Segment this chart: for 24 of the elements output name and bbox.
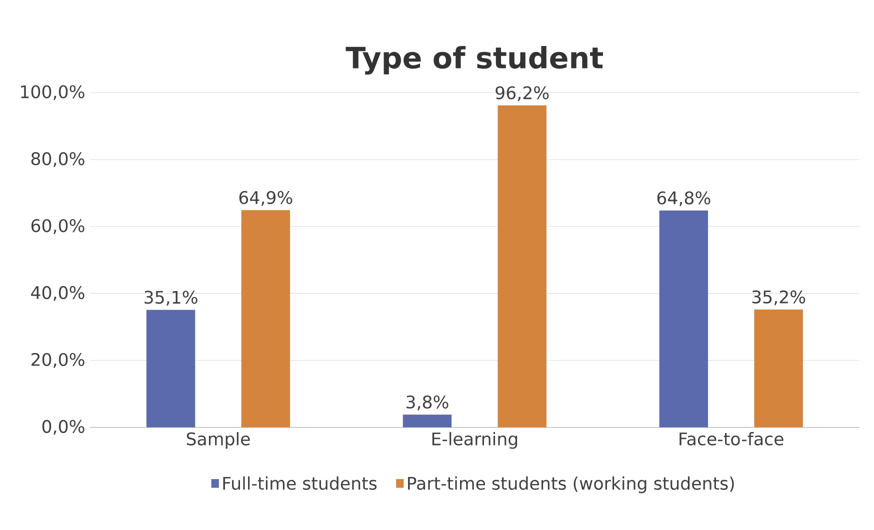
bar bbox=[498, 105, 546, 428]
data-label: 35,1% bbox=[144, 290, 198, 306]
y-tick-label: 0,0% bbox=[42, 420, 84, 435]
x-tick-label: Face-to-face bbox=[680, 432, 784, 446]
y-tick-label: 100,0% bbox=[21, 85, 84, 100]
y-tick-label: 20,0% bbox=[32, 352, 84, 368]
y-tick-label: 80,0% bbox=[31, 152, 84, 168]
y-tick-label: 60,0% bbox=[31, 219, 84, 234]
data-label: 96,2% bbox=[496, 86, 549, 102]
y-tick-label: 40,0% bbox=[31, 286, 84, 301]
data-label: 64,8% bbox=[657, 191, 710, 206]
legend-label: Part-time students (working students) bbox=[408, 476, 734, 494]
data-label: 64,9% bbox=[239, 190, 292, 206]
x-tick-label: E-learning bbox=[432, 432, 518, 449]
x-tick-label: Sample bbox=[186, 432, 250, 449]
data-label: 35,2% bbox=[752, 290, 806, 306]
bar bbox=[241, 210, 290, 428]
bar bbox=[402, 414, 452, 428]
bar bbox=[754, 310, 803, 428]
legend-label: Full-time students bbox=[223, 476, 377, 490]
data-label: 3,8% bbox=[406, 395, 448, 410]
bar bbox=[146, 310, 196, 428]
chart-title: Type of student bbox=[346, 46, 603, 75]
bar bbox=[659, 210, 708, 428]
